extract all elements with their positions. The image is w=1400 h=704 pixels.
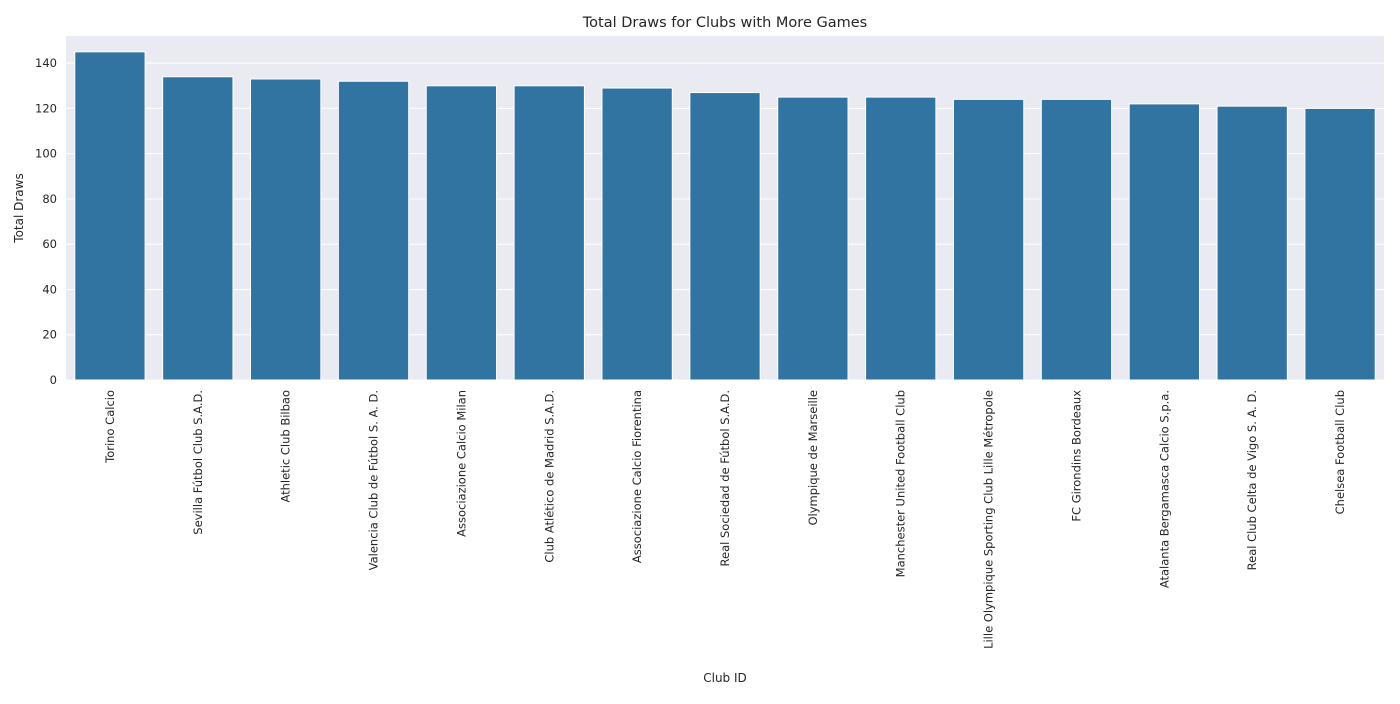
- bar: [337, 80, 410, 381]
- y-axis-label: Total Draws: [12, 173, 26, 243]
- y-tick-label: 0: [50, 373, 57, 387]
- bar: [425, 85, 498, 381]
- bars: [74, 51, 1376, 381]
- bar: [250, 78, 322, 381]
- x-tick-label: FC Girondins Bordeaux: [1069, 390, 1083, 522]
- bar: [162, 76, 234, 381]
- x-tick-label: Atalanta Bergamasca Calcio S.p.a.: [1157, 390, 1171, 588]
- x-axis-ticks: Torino Calcio Sevilla Fútbol Club S.A.D. A…: [103, 390, 1347, 649]
- y-tick-label: 100: [35, 147, 57, 161]
- y-tick-label: 120: [35, 101, 57, 115]
- x-tick-label: Associazione Calcio Milan: [454, 390, 468, 537]
- x-tick-label: Club Atlético de Madrid S.A.D.: [542, 390, 556, 563]
- y-tick-label: 20: [42, 328, 57, 342]
- bar: [1040, 98, 1113, 381]
- chart-title: Total Draws for Clubs with More Games: [582, 15, 867, 31]
- x-tick-label: Torino Calcio: [103, 390, 117, 464]
- bar: [1304, 107, 1376, 381]
- x-tick-label: Real Club Celta de Vigo S. A. D.: [1245, 390, 1259, 570]
- bar: [74, 51, 146, 381]
- bar: [777, 96, 849, 381]
- y-tick-label: 60: [42, 237, 57, 251]
- x-tick-label: Manchester United Football Club: [894, 390, 908, 577]
- bar: [1216, 105, 1288, 381]
- y-tick-label: 140: [35, 56, 57, 70]
- bar: [1128, 103, 1200, 381]
- x-tick-label: Associazione Calcio Fiorentina: [630, 390, 644, 563]
- x-tick-label: Athletic Club Bilbao: [279, 390, 293, 503]
- x-tick-label: Sevilla Fútbol Club S.A.D.: [191, 390, 205, 535]
- y-tick-label: 80: [42, 192, 57, 206]
- x-axis-label: Club ID: [703, 671, 747, 685]
- bar: [952, 98, 1025, 381]
- bar: [865, 96, 937, 381]
- y-tick-label: 40: [42, 282, 57, 296]
- x-tick-label: Real Sociedad de Fútbol S.A.D.: [718, 390, 732, 566]
- bar: [601, 87, 673, 381]
- x-tick-label: Olympique de Marseille: [806, 390, 820, 526]
- bar: [513, 85, 585, 381]
- bar: [689, 92, 761, 381]
- x-tick-label: Chelsea Football Club: [1333, 390, 1347, 514]
- y-axis-ticks: 0 20 40 60 80 100 120 140: [35, 56, 57, 387]
- x-tick-label: Valencia Club de Fútbol S. A. D.: [367, 390, 381, 570]
- x-tick-label: Lille Olympique Sporting Club Lille Métr…: [982, 390, 996, 649]
